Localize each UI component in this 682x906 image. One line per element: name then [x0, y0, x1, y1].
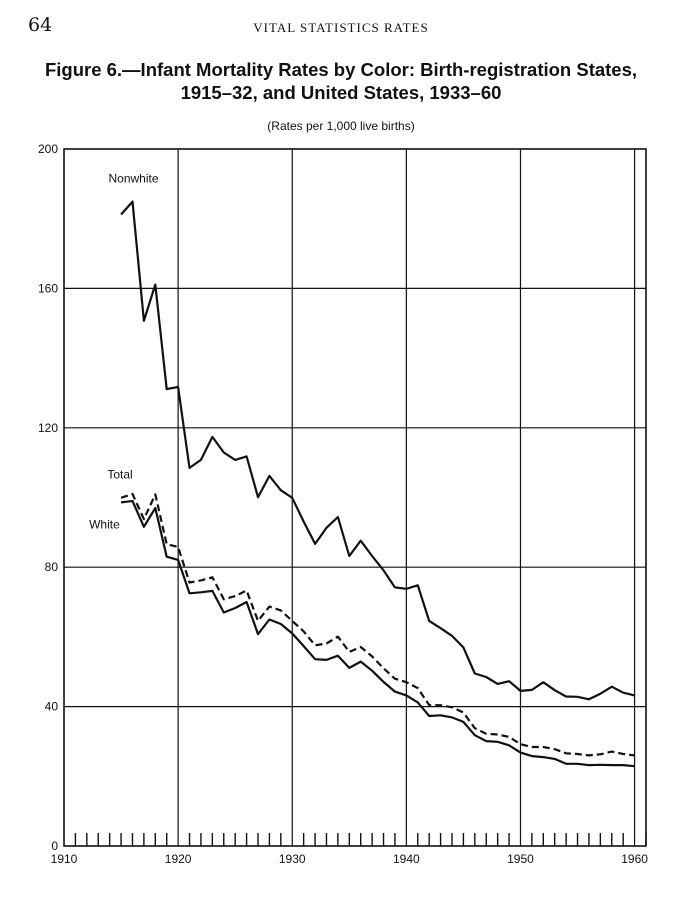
plot-frame	[63, 148, 647, 847]
x-tick-label: 1940	[393, 852, 420, 866]
figure-title: Figure 6.—Infant Mortality Rates by Colo…	[0, 58, 682, 104]
x-tick-label: 1950	[507, 852, 534, 866]
y-tick-label: 40	[45, 700, 59, 714]
x-tick-label: 1920	[165, 852, 192, 866]
series-layer	[120, 200, 635, 768]
label-layer: 0 40 80 120 160 200 1910 1920 1930 1940 1950 1960 No…	[38, 142, 648, 866]
x-tick-label: 1910	[51, 852, 78, 866]
chart-subtitle: (Rates per 1,000 live births)	[267, 119, 415, 133]
tick-layer	[74, 833, 647, 846]
running-head: VITAL STATISTICS RATES	[253, 20, 429, 35]
grid-layer	[63, 148, 647, 847]
page-number: 64	[28, 14, 53, 36]
y-tick-label: 80	[45, 560, 59, 574]
series-label-white: White	[89, 518, 120, 532]
series-line-nonwhite	[120, 200, 635, 701]
y-tick-label: 200	[38, 142, 58, 156]
x-tick-label: 1960	[621, 852, 648, 866]
series-label-nonwhite: Nonwhite	[109, 171, 159, 185]
y-tick-label: 0	[51, 839, 58, 853]
figure-title-line-2: 1915–32, and United States, 1933–60	[180, 82, 502, 103]
y-tick-label: 120	[38, 421, 58, 435]
series-line-white	[120, 499, 635, 768]
y-tick-label: 160	[38, 281, 58, 295]
figure-title-line-1: Figure 6.—Infant Mortality Rates by Colo…	[44, 59, 638, 80]
series-label-total: Total	[107, 468, 132, 482]
x-tick-label: 1930	[279, 852, 306, 866]
series-line-total	[120, 492, 635, 757]
